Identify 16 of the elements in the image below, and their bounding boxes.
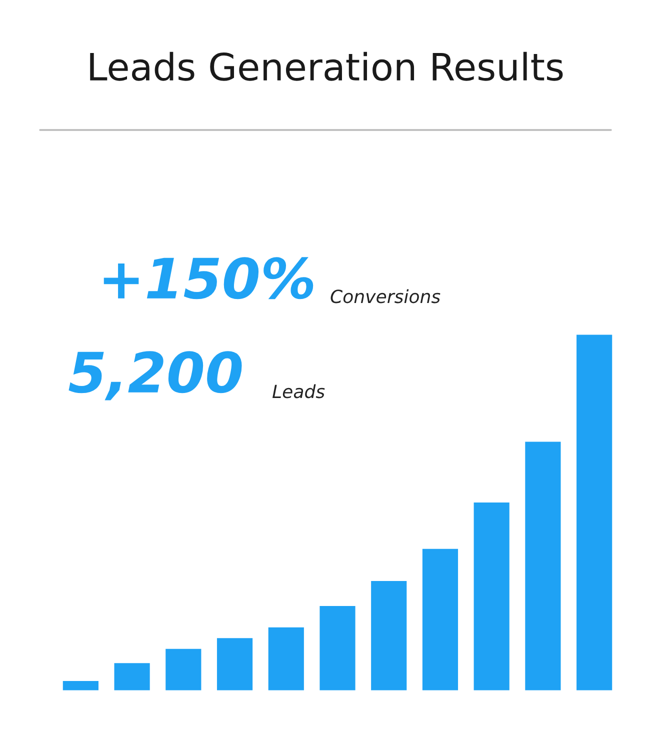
bar [216, 636, 254, 691]
bar [370, 580, 408, 691]
bar [112, 662, 152, 691]
bar [61, 680, 100, 691]
bar [575, 334, 614, 691]
bar [524, 440, 562, 691]
annotation: 5,200 [68, 351, 242, 400]
annotation: Leads [272, 384, 325, 398]
text: Conversions [330, 289, 440, 304]
bar [266, 626, 306, 691]
bar [472, 501, 511, 691]
chart-title: Leads Generation Results [90, 52, 563, 81]
bar [164, 647, 203, 691]
bar [421, 548, 460, 691]
text: +150% [104, 257, 314, 300]
bar [318, 604, 357, 691]
